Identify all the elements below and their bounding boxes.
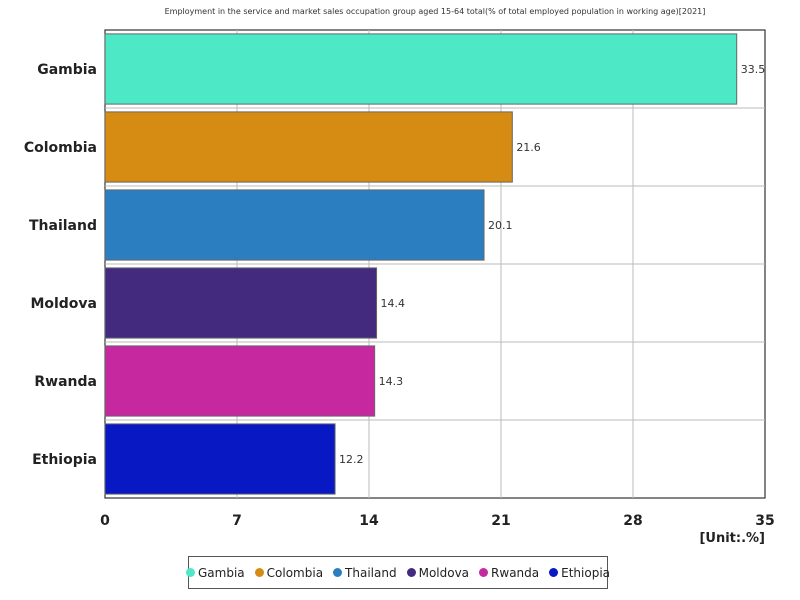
legend: Gambia Colombia Thailand Moldova Rwanda Ethio… — [186, 556, 610, 589]
legend-label: Thailand — [345, 565, 397, 580]
x-tick-label: 28 — [623, 513, 642, 529]
value-label: 14.4 — [381, 297, 406, 310]
category-label: Colombia — [24, 140, 97, 156]
value-label: 12.2 — [339, 453, 364, 466]
value-label: 33.5 — [741, 63, 766, 76]
legend-item: Gambia — [186, 566, 245, 580]
legend-dot-icon — [186, 568, 195, 577]
x-tick-label: 7 — [232, 513, 242, 529]
legend-label: Moldova — [418, 565, 470, 580]
legend-label: Colombia — [266, 565, 324, 580]
chart-title: Employment in the service and market sal… — [164, 7, 706, 16]
legend-label: Rwanda — [491, 565, 540, 580]
value-label: 21.6 — [516, 141, 541, 154]
x-tick-label: 35 — [755, 513, 774, 529]
legend-item: Rwanda — [479, 566, 539, 580]
legend-item: Colombia — [254, 565, 324, 580]
bar-thailand — [104, 189, 485, 261]
legend-label: Gambia — [198, 565, 245, 580]
x-tick-label: 21 — [491, 513, 510, 529]
legend-item: Moldova — [406, 565, 470, 580]
bar-gambia — [104, 33, 738, 105]
labels: 0 7 14 21 28 35 Gambia 33.5 Colombia 21.6 Thailand… — [24, 62, 775, 529]
legend-item: Ethiopia — [549, 566, 610, 580]
legend-dot-icon — [549, 568, 559, 577]
unit-label: [Unit:.%] — [699, 531, 765, 546]
category-label: Rwanda — [34, 374, 97, 390]
category-label: Thailand — [29, 218, 97, 234]
legend-dot-icon — [406, 568, 416, 577]
bar-ethiopia — [104, 423, 336, 495]
legend-dot-icon — [333, 568, 343, 577]
bar-colombia — [104, 111, 513, 183]
legend-label: Ethiopia — [561, 565, 611, 580]
category-label: Gambia — [37, 62, 97, 78]
category-label: Ethiopia — [32, 452, 97, 468]
category-label: Moldova — [30, 296, 97, 312]
value-label: 14.3 — [379, 375, 404, 388]
legend-dot-icon — [254, 568, 264, 577]
x-tick-label: 0 — [100, 513, 110, 529]
value-label: 20.1 — [488, 219, 513, 232]
legend-dot-icon — [479, 568, 489, 577]
bars — [104, 33, 738, 495]
x-tick-label: 14 — [359, 513, 379, 529]
bar-rwanda — [104, 345, 376, 417]
grid — [104, 29, 766, 499]
bar-moldova — [104, 267, 378, 339]
legend-item: Thailand — [333, 566, 397, 580]
